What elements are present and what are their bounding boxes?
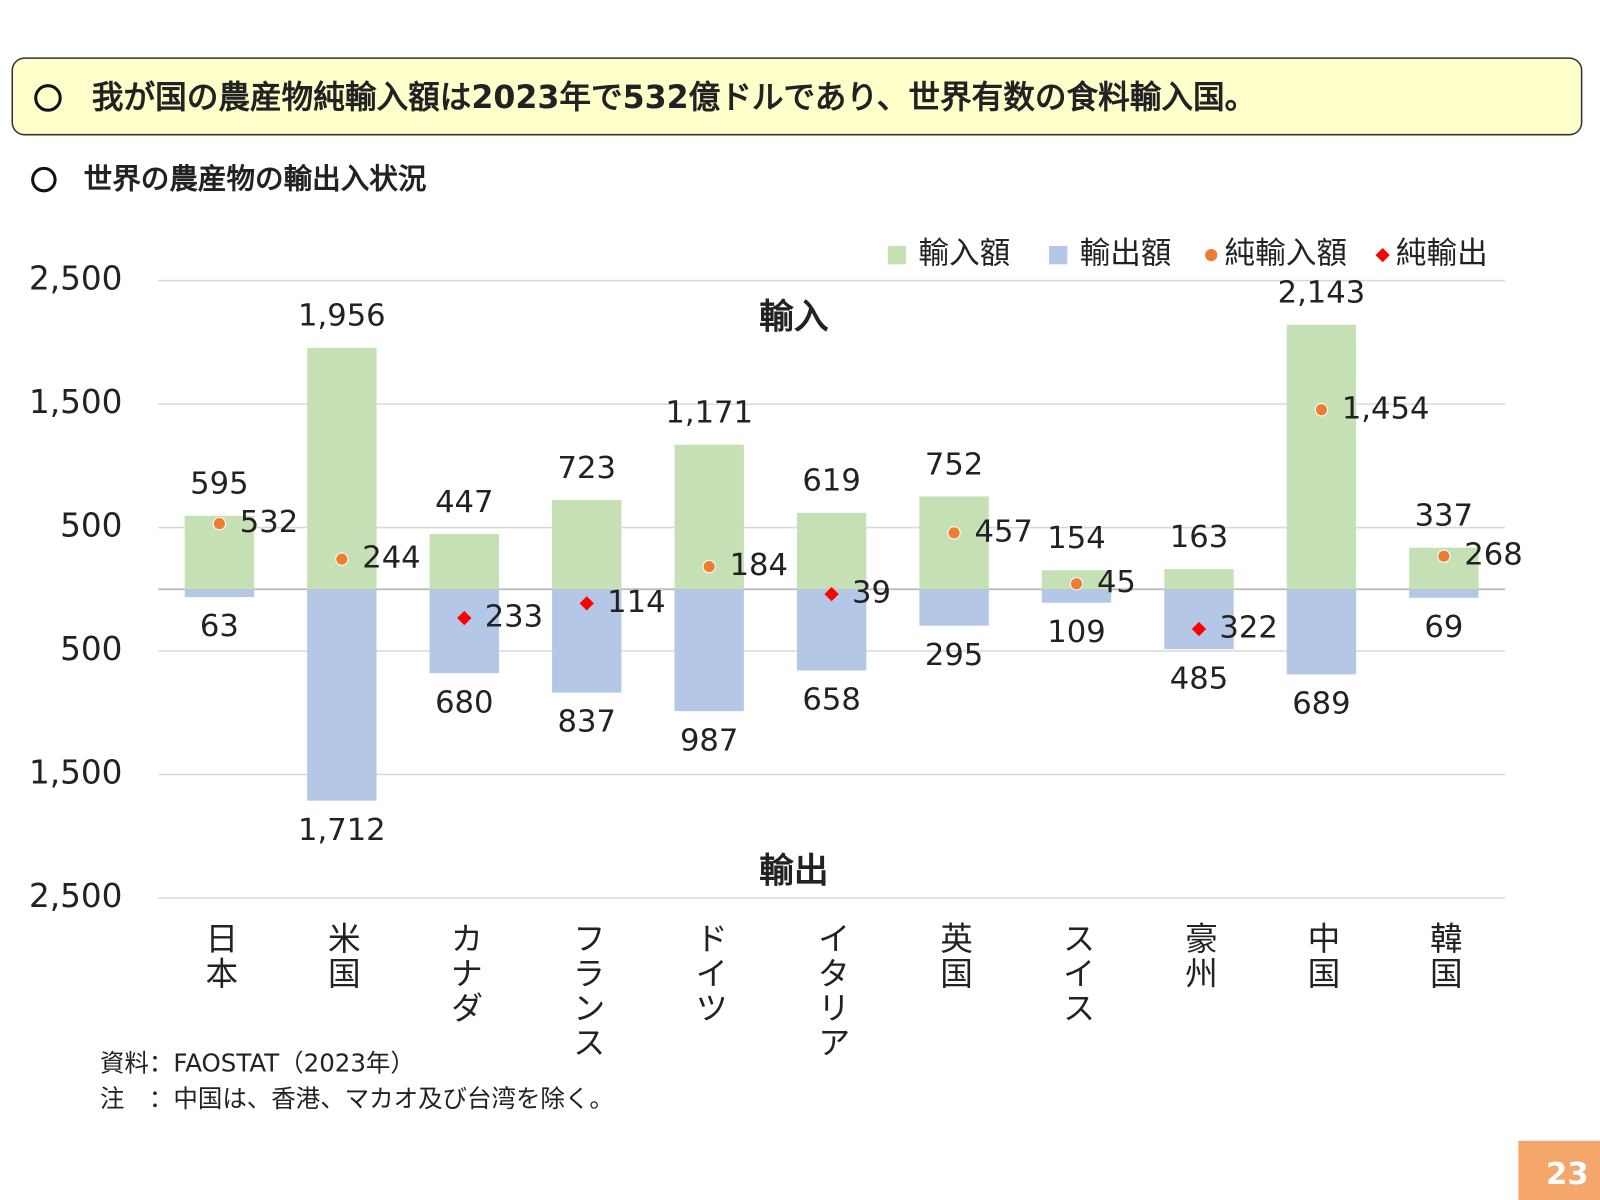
data-label: 485 [1170, 661, 1228, 696]
data-label: 154 [1047, 521, 1105, 556]
x-tick-label: 日本 [200, 921, 238, 990]
y-tick-label: 2,500 [29, 260, 122, 298]
bar [552, 500, 622, 590]
point [335, 552, 349, 566]
data-label: 295 [925, 638, 983, 673]
bar [919, 589, 989, 626]
point [1191, 621, 1207, 637]
legend-label: 純輸出 [1396, 237, 1488, 272]
data-label: 184 [730, 548, 788, 583]
annotation: 輸出 [759, 851, 828, 891]
data-label: 658 [802, 683, 860, 718]
data-label: 595 [190, 467, 248, 502]
x-tick-label: ドイツ [690, 921, 728, 1025]
data-label: 447 [435, 485, 493, 520]
bar [1164, 589, 1234, 650]
bar [796, 512, 867, 590]
data-label: 532 [240, 505, 298, 540]
point [212, 516, 227, 531]
data-label: 1,712 [298, 813, 386, 848]
legend-swatch [1375, 247, 1390, 263]
bar [1286, 589, 1357, 675]
point [457, 610, 472, 626]
bullet [34, 84, 62, 112]
page-number: 23 [1546, 1157, 1589, 1192]
data-label: 1,454 [1342, 391, 1430, 426]
data-label: 63 [200, 609, 239, 644]
point [702, 559, 716, 574]
legend-label: 純輸入額 [1224, 237, 1346, 272]
data-label: 619 [802, 464, 860, 499]
x-tick-label: フランス [568, 921, 606, 1060]
data-label: 680 [435, 685, 493, 720]
legend-label: 輸出額 [1080, 237, 1172, 272]
data-label: 322 [1219, 611, 1277, 646]
data-label: 69 [1424, 610, 1463, 645]
y-tick-label: 1,500 [29, 383, 122, 421]
point [579, 596, 594, 611]
data-label: 723 [558, 451, 616, 486]
note: 注 ：中国は、香港、マカオ及び台湾を除く。 [100, 1084, 614, 1113]
legend-swatch [1048, 245, 1068, 265]
x-tick-label: スイス [1058, 921, 1096, 1025]
annotation: 輸入 [759, 297, 829, 337]
data-label: 45 [1097, 565, 1136, 600]
bar [429, 589, 499, 674]
data-label: 268 [1464, 538, 1522, 573]
data-label: 163 [1170, 520, 1228, 555]
x-tick-label: 英国 [935, 921, 973, 991]
point [1314, 403, 1329, 417]
data-label: 837 [558, 705, 616, 740]
headline-box [11, 57, 1583, 136]
data-label: 752 [925, 447, 983, 482]
data-label: 689 [1292, 686, 1350, 721]
point [1069, 577, 1084, 591]
bar [919, 496, 989, 590]
chart-title: 世界の農産物の輸出入状況 [84, 162, 427, 196]
data-label: 109 [1047, 615, 1105, 650]
bar [429, 534, 499, 590]
point [1437, 549, 1451, 563]
y-tick-label: 500 [60, 507, 122, 545]
source-note: 資料：FAOSTAT（2023年） [100, 1048, 415, 1077]
data-label: 114 [607, 585, 665, 620]
bar [1286, 324, 1357, 590]
x-tick-label: 米国 [323, 921, 361, 991]
legend-swatch [887, 245, 907, 265]
bar [184, 589, 255, 598]
data-label: 337 [1415, 499, 1473, 534]
bar [307, 347, 377, 590]
y-tick-label: 2,500 [29, 877, 122, 915]
bar [1041, 589, 1112, 603]
data-label: 987 [680, 723, 738, 758]
legend-swatch [1205, 248, 1218, 262]
x-tick-label: イタリア [813, 921, 851, 1060]
y-tick-label: 500 [60, 630, 122, 668]
headline: 我が国の農産物純輸入額は2023年で532億ドルであり、世界有数の食料輸入国。 [92, 79, 1256, 116]
bar [1409, 589, 1479, 598]
x-tick-label: カナダ [445, 921, 483, 1025]
data-label: 244 [362, 541, 420, 576]
x-tick-label: 中国 [1302, 921, 1340, 991]
data-label: 1,956 [298, 299, 386, 334]
bar [796, 589, 867, 671]
data-label: 1,171 [665, 396, 753, 431]
bar [1164, 569, 1234, 590]
x-tick-label: 韓国 [1425, 921, 1463, 990]
bar [674, 589, 744, 712]
data-label: 2,143 [1278, 276, 1366, 311]
data-label: 233 [485, 600, 543, 635]
y-tick-label: 1,500 [29, 753, 122, 791]
bar [307, 589, 377, 801]
bullet [31, 166, 57, 193]
legend-label: 輸入額 [918, 237, 1010, 272]
data-label: 39 [852, 576, 891, 611]
point [947, 526, 961, 540]
x-tick-label: 豪州 [1180, 921, 1218, 991]
page-number-box [1518, 1140, 1600, 1200]
data-label: 457 [974, 514, 1032, 549]
